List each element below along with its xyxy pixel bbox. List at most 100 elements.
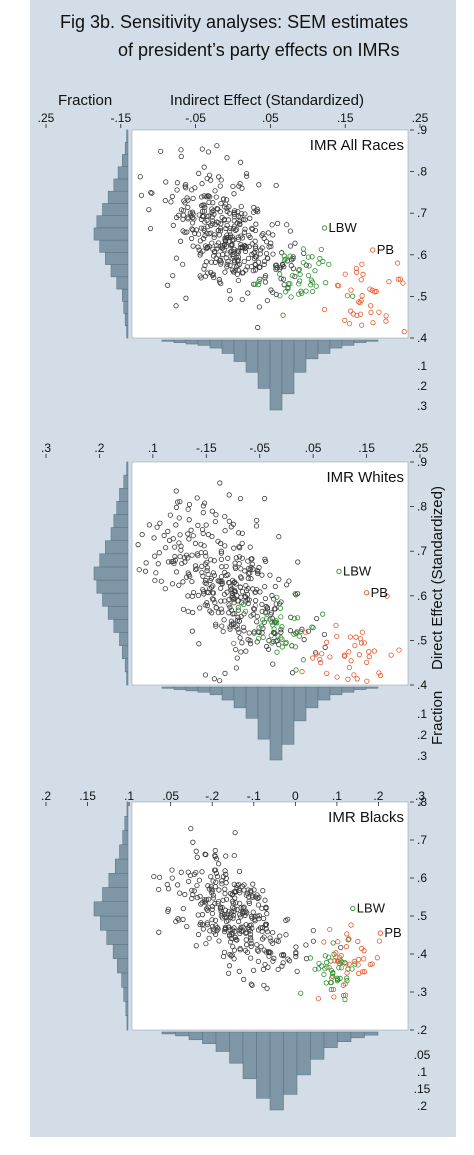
scatter-point-default bbox=[285, 916, 291, 922]
scatter-point-default bbox=[219, 609, 225, 615]
hist-tick-label: .1 bbox=[417, 707, 427, 721]
scatter-point-default bbox=[212, 917, 219, 923]
scatter-point-default bbox=[294, 968, 300, 974]
scatter-point-default bbox=[262, 584, 268, 590]
hist-tick-label: .2 bbox=[417, 1099, 427, 1113]
scatter-point-default bbox=[246, 900, 253, 907]
scatter-point-default bbox=[167, 512, 173, 518]
scatter-point-default bbox=[259, 245, 265, 251]
scatter-point-default bbox=[153, 570, 159, 576]
scatter-point-default bbox=[242, 248, 249, 254]
scatter-point-default bbox=[190, 243, 196, 249]
y-tick-label: .5 bbox=[417, 909, 427, 923]
figure-title-line1: Fig 3b. Sensitivity analyses: SEM estima… bbox=[60, 12, 408, 32]
scatter-point-pb bbox=[338, 965, 345, 971]
scatter-point-default bbox=[215, 861, 222, 867]
scatter-point-default bbox=[227, 932, 233, 938]
y-marginal-bar bbox=[122, 830, 129, 845]
scatter-point-default bbox=[287, 228, 294, 234]
x-marginal-bar bbox=[365, 686, 379, 689]
scatter-point-default bbox=[254, 947, 261, 953]
y-marginal-bar bbox=[108, 873, 129, 888]
scatter-point-default bbox=[180, 606, 187, 612]
x-marginal-bar bbox=[269, 1031, 284, 1111]
scatter-point-default bbox=[253, 221, 259, 227]
y-tick-label: .6 bbox=[417, 589, 427, 603]
scatter-point-default bbox=[216, 887, 222, 893]
y-marginal-bar bbox=[105, 252, 129, 265]
scatter-point-default bbox=[289, 670, 296, 676]
x-marginal-bar bbox=[305, 339, 319, 360]
scatter-point-default bbox=[231, 947, 238, 953]
scatter-point-default bbox=[276, 534, 282, 540]
x-marginal-bar bbox=[197, 686, 211, 693]
y-marginal-bar bbox=[102, 887, 129, 902]
scatter-point-default bbox=[226, 963, 233, 969]
scatter-point-pb bbox=[359, 293, 365, 299]
x-tick-label: -.1 bbox=[247, 789, 261, 803]
scatter-point-default bbox=[290, 254, 296, 260]
scatter-point-default bbox=[198, 901, 204, 907]
scatter-point-default bbox=[207, 928, 213, 934]
scatter-point-default bbox=[164, 881, 170, 888]
scatter-point-default bbox=[279, 963, 285, 969]
scatter-point-default bbox=[284, 582, 290, 588]
scatter-point-default bbox=[249, 241, 255, 247]
scatter-point-default bbox=[203, 522, 209, 528]
scatter-point-default bbox=[186, 572, 192, 578]
scatter-point-default bbox=[152, 577, 158, 584]
scatter-point-default bbox=[247, 544, 253, 550]
scatter-point-default bbox=[235, 607, 241, 613]
y-tick-label: .8 bbox=[417, 795, 427, 809]
hist-tick-label: .2 bbox=[417, 728, 427, 742]
scatter-point-default bbox=[305, 628, 312, 634]
scatter-point-pb bbox=[344, 931, 350, 937]
x-marginal-bar bbox=[229, 1031, 244, 1064]
scatter-point-default bbox=[261, 982, 267, 988]
scatter-point-default bbox=[194, 566, 200, 572]
scatter-point-default bbox=[222, 924, 229, 930]
scatter-point-default bbox=[203, 897, 209, 903]
scatter-point-default bbox=[208, 259, 215, 265]
scatter-point-default bbox=[217, 183, 223, 189]
scatter-point-default bbox=[204, 567, 210, 574]
scatter-point-pb bbox=[353, 265, 359, 272]
scatter-point-default bbox=[169, 875, 175, 881]
scatter-point-default bbox=[233, 900, 239, 906]
scatter-point-lbw bbox=[300, 246, 307, 252]
scatter-point-default bbox=[250, 268, 256, 274]
scatter-point-default bbox=[236, 183, 242, 189]
scatter-point-lbw bbox=[297, 271, 303, 278]
x-marginal-bar bbox=[323, 1031, 338, 1048]
scatter-point-pb bbox=[315, 996, 321, 1002]
scatter-point-pb bbox=[355, 962, 361, 968]
panel-2: .3 .2 .1 -.15 -.05 .05 .15 .25.9 .8 .7 .6 .5 .4 .1 .2.… bbox=[41, 441, 429, 763]
scatter-point-default bbox=[216, 938, 222, 944]
scatter-point-default bbox=[281, 953, 287, 959]
hist-tick-label: .2 bbox=[417, 379, 427, 393]
scatter-point-default bbox=[246, 630, 252, 636]
scatter-point-pb bbox=[352, 642, 358, 649]
x-tick-label: .25 bbox=[412, 441, 429, 455]
scatter-point-lbw bbox=[283, 640, 289, 647]
scatter-point-pb bbox=[357, 300, 363, 306]
scatter-point-default bbox=[242, 568, 248, 574]
scatter-point-default bbox=[243, 942, 250, 948]
scatter-point-default bbox=[189, 895, 195, 902]
y-tick-label: .9 bbox=[417, 455, 427, 469]
scatter-point-default bbox=[247, 638, 253, 644]
x-marginal-bar bbox=[256, 1031, 271, 1099]
scatter-point-default bbox=[221, 617, 227, 623]
scatter-point-default bbox=[196, 212, 202, 218]
hist-tick-label: .3 bbox=[417, 749, 427, 763]
scatter-point-default bbox=[236, 629, 242, 635]
scatter-point-default bbox=[173, 303, 179, 309]
scatter-point-default bbox=[188, 235, 195, 242]
scatter-point-default bbox=[256, 564, 262, 571]
scatter-point-default bbox=[259, 232, 265, 238]
scatter-point-default bbox=[249, 893, 255, 899]
scatter-point-default bbox=[199, 869, 205, 875]
scatter-point-default bbox=[210, 570, 217, 576]
scatter-point-default bbox=[205, 883, 211, 889]
scatter-point-pb bbox=[366, 654, 372, 660]
